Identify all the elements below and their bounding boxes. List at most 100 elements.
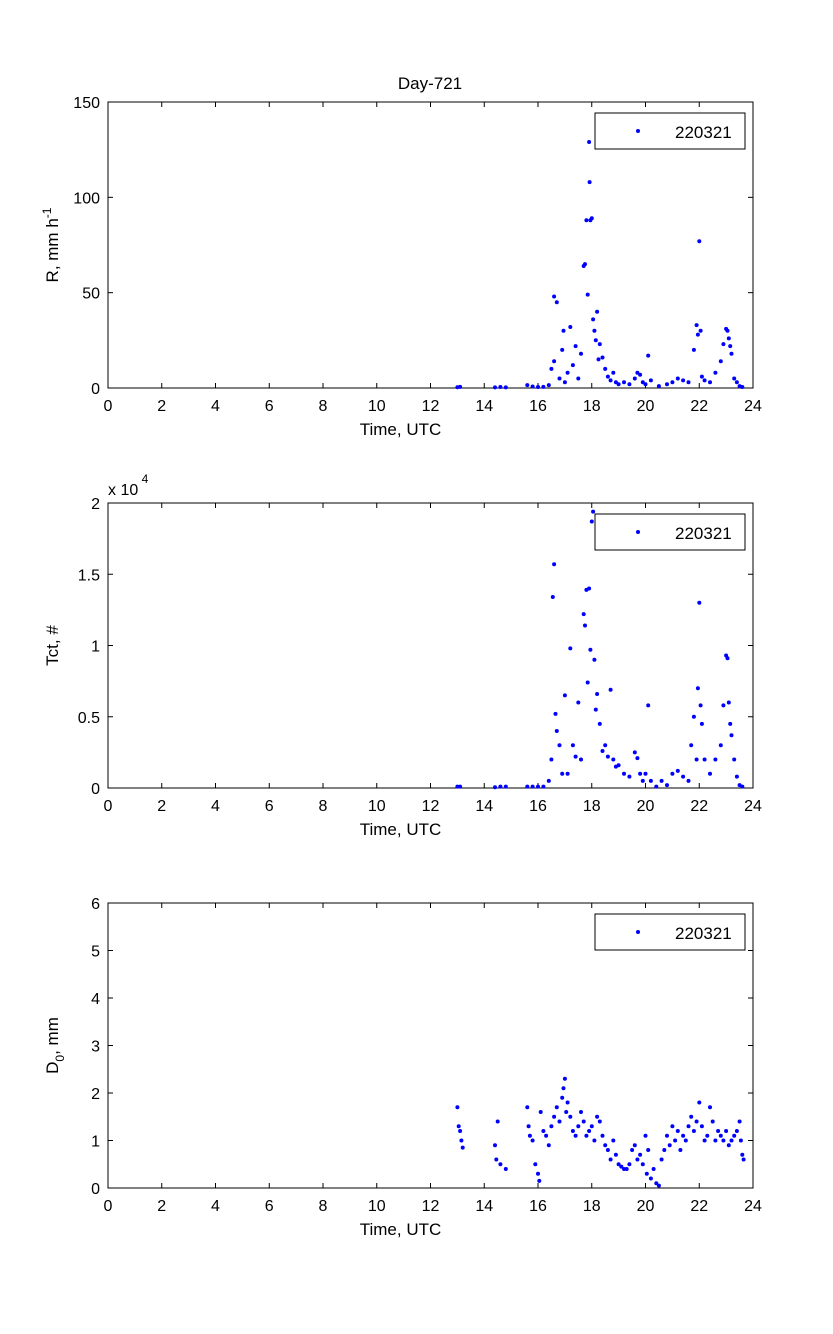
- data-point: [694, 323, 699, 328]
- data-point: [592, 1138, 597, 1143]
- data-point: [738, 1138, 743, 1143]
- data-point: [697, 600, 702, 605]
- y-tick-label: 150: [73, 95, 100, 112]
- data-point: [694, 1119, 699, 1124]
- data-point: [579, 757, 583, 762]
- data-point: [648, 1176, 653, 1181]
- data-point: [587, 140, 592, 144]
- data-point: [616, 763, 621, 768]
- data-point: [613, 1152, 618, 1157]
- data-point: [734, 774, 739, 779]
- data-point: [729, 1138, 734, 1143]
- data-point: [654, 1181, 659, 1186]
- data-point: [573, 1133, 578, 1138]
- data-point: [458, 1129, 463, 1133]
- data-point: [603, 1143, 608, 1148]
- data-point: [557, 743, 562, 748]
- data-point: [726, 700, 731, 705]
- data-point: [498, 784, 503, 789]
- data-point: [554, 300, 559, 305]
- data-point: [611, 370, 616, 375]
- data-point: [573, 754, 578, 759]
- x-tick-label: 16: [529, 798, 547, 815]
- data-point: [584, 218, 589, 223]
- x-axis-title: Time, UTC: [360, 1220, 442, 1239]
- x-tick-label: 16: [529, 398, 547, 415]
- data-point: [605, 374, 610, 379]
- data-point: [624, 1167, 629, 1171]
- data-point: [495, 1119, 500, 1124]
- data-point: [726, 1143, 731, 1148]
- data-point: [585, 292, 590, 297]
- legend-marker: [636, 129, 640, 133]
- data-point: [686, 778, 691, 783]
- data-point: [565, 771, 570, 776]
- data-point: [665, 783, 669, 788]
- data-point: [562, 693, 567, 698]
- legend-box: [594, 112, 746, 150]
- data-point: [632, 750, 637, 755]
- data-point: [498, 385, 503, 389]
- data-point: [603, 743, 608, 748]
- legend-marker: [636, 530, 640, 534]
- data-point: [729, 733, 734, 738]
- data-point: [728, 344, 733, 349]
- data-point: [593, 338, 598, 343]
- legend-label: 220321: [675, 524, 732, 543]
- data-point: [570, 743, 575, 748]
- data-point: [603, 366, 608, 371]
- data-point: [686, 1124, 691, 1129]
- data-point: [691, 714, 696, 719]
- data-point: [568, 1114, 573, 1119]
- x-tick-label: 18: [583, 798, 601, 815]
- data-point: [536, 784, 540, 789]
- data-point: [721, 703, 726, 708]
- data-point: [608, 1157, 613, 1162]
- data-point: [541, 384, 546, 389]
- data-point: [583, 262, 587, 267]
- data-point: [638, 771, 643, 776]
- data-point: [741, 1157, 746, 1162]
- data-point: [695, 686, 700, 691]
- data-point: [568, 646, 573, 651]
- x-tick-label: 10: [368, 398, 386, 415]
- legend-label: 220321: [675, 123, 732, 142]
- data-point: [581, 1119, 586, 1124]
- data-point: [643, 382, 648, 387]
- data-point: [581, 612, 586, 617]
- data-point: [698, 328, 703, 333]
- data-point: [588, 647, 593, 652]
- data-point: [644, 1171, 649, 1176]
- data-point: [546, 383, 551, 388]
- legend-marker: [636, 930, 640, 934]
- data-point: [600, 749, 605, 753]
- data-point: [716, 1129, 721, 1133]
- x-tick-label: 10: [368, 1198, 386, 1215]
- data-point: [732, 1133, 737, 1138]
- data-point: [638, 1152, 643, 1157]
- data-point: [546, 778, 551, 783]
- y-axis-title: D0, mm: [43, 1017, 67, 1074]
- y-tick-label: 0: [91, 781, 100, 798]
- y-tick-label: 0: [91, 381, 100, 398]
- data-point: [635, 756, 640, 761]
- x-tick-label: 16: [529, 1198, 547, 1215]
- data-point: [587, 180, 592, 185]
- data-point: [737, 1119, 742, 1124]
- x-tick-label: 4: [211, 798, 220, 815]
- y-tick-label: 0.5: [78, 710, 100, 727]
- data-point: [560, 347, 565, 352]
- data-point: [699, 721, 704, 726]
- data-point: [544, 1133, 549, 1138]
- data-point: [527, 1133, 532, 1138]
- data-point: [681, 1133, 686, 1138]
- data-point: [646, 703, 651, 708]
- data-point: [570, 363, 575, 368]
- data-point: [503, 385, 508, 390]
- x-tick-label: 8: [319, 398, 328, 415]
- legend: 220321: [594, 513, 746, 551]
- data-point: [635, 1157, 640, 1162]
- data-point: [697, 239, 702, 244]
- y-tick-label: 0: [91, 1181, 100, 1198]
- x-tick-label: 2: [157, 398, 166, 415]
